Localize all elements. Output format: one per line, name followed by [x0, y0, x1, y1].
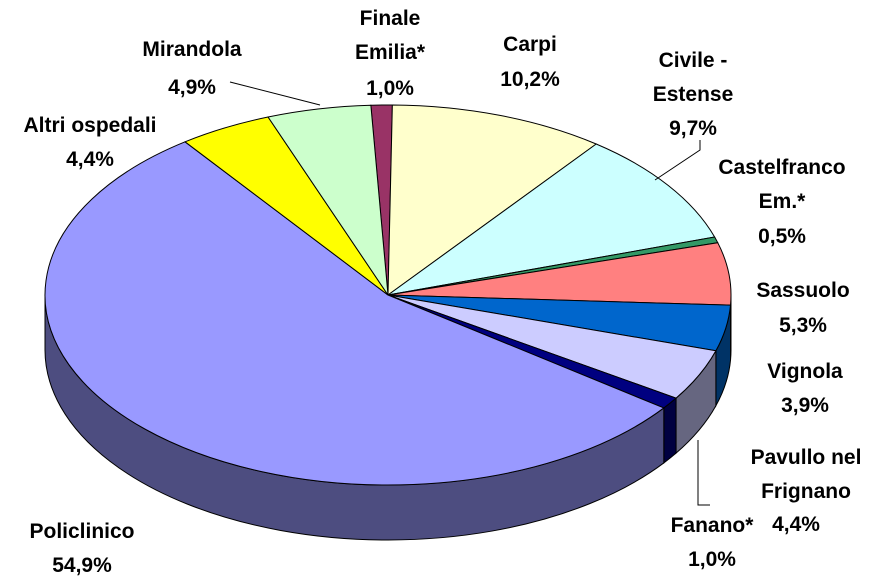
value-label: 3,9%	[781, 389, 829, 423]
category-label: Carpi	[503, 28, 557, 62]
leader-line	[655, 140, 700, 180]
value-label: 1,0%	[366, 72, 414, 106]
value-label: 5,3%	[779, 309, 827, 343]
value-label: 0,5%	[758, 220, 806, 254]
category-label: Sassuolo	[756, 274, 849, 308]
leader-line	[698, 440, 710, 505]
category-label: Castelfranco Em.*	[702, 151, 862, 219]
value-label: 10,2%	[500, 63, 560, 97]
leader-line	[230, 82, 320, 105]
value-label: 4,4%	[66, 143, 114, 177]
category-label: Civile - Estense	[633, 44, 753, 112]
category-label: Pavullo nel Frignano	[731, 441, 879, 509]
value-label: 9,7%	[669, 112, 717, 146]
slice-side	[664, 398, 676, 463]
category-label: Finale Emilia*	[350, 2, 430, 70]
category-label: Policlinico	[29, 515, 134, 549]
category-label: Fanano*	[671, 509, 754, 543]
value-label: 1,0%	[688, 543, 736, 577]
value-label: 54,9%	[52, 549, 112, 583]
category-label: Altri ospedali	[23, 109, 156, 143]
value-label: 4,4%	[772, 508, 820, 542]
category-label: Mirandola	[142, 33, 241, 67]
pie-tops	[45, 105, 731, 485]
value-label: 4,9%	[168, 71, 216, 105]
category-label: Vignola	[767, 355, 842, 389]
